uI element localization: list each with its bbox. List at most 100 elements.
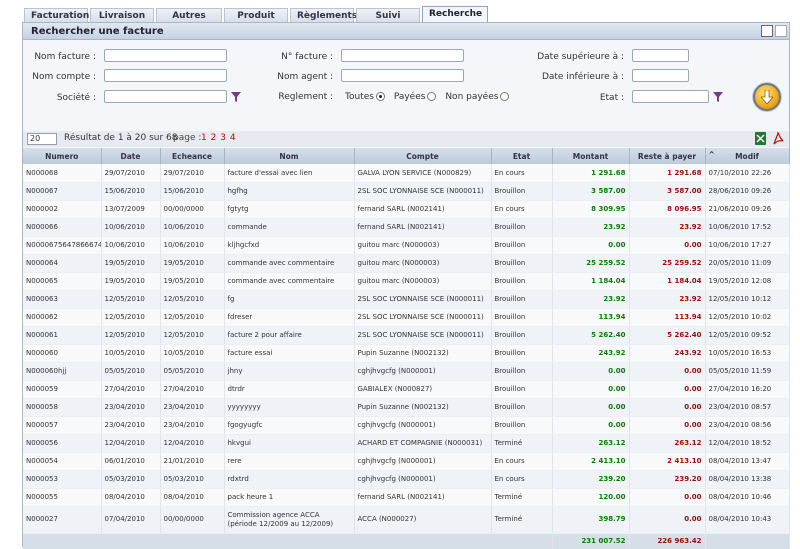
table-row[interactable]: N000056 12/04/2010 12/04/2010 hkvgui ACHARD … — [23, 434, 790, 453]
table-row[interactable]: N000027 07/04/2010 00/00/0000 Commission ag… — [23, 506, 790, 534]
tab-produit[interactable]: Produit — [224, 8, 288, 23]
etat-cell: Brouillon — [491, 236, 553, 255]
compte-cell: ACCA (N000027) — [354, 506, 492, 534]
payees-radio[interactable] — [427, 92, 437, 101]
etat-cell: Brouillon — [491, 254, 553, 273]
nom-facture-input[interactable] — [104, 49, 227, 62]
table-row[interactable]: N000065 19/05/2010 19/05/2010 commande avec… — [23, 272, 790, 291]
non-payees-radio[interactable] — [500, 92, 510, 101]
col-montant[interactable]: Montant — [552, 148, 630, 164]
tab-reglements[interactable]: Règlements — [290, 8, 357, 23]
reste-cell: 1 184.04 — [629, 272, 706, 291]
table-row[interactable]: N000057 23/04/2010 23/04/2010 fgogyugfc cghj… — [23, 416, 790, 435]
echeance-cell: 10/05/2010 — [160, 344, 225, 363]
col-numero[interactable]: Numero — [23, 148, 102, 164]
date-inf-label: Date inférieure à : — [541, 72, 624, 82]
reste-cell: 0.00 — [629, 416, 706, 435]
tab-facturation[interactable]: Facturation — [24, 8, 89, 23]
numero-cell: N000068 — [23, 164, 102, 183]
toutes-radio[interactable] — [375, 92, 385, 101]
numero-cell: N000065 — [23, 272, 102, 291]
col-reste[interactable]: Reste à payer — [629, 148, 706, 164]
nom-compte-label: Nom compte : — [32, 72, 96, 82]
societe-input[interactable] — [104, 90, 227, 103]
page-size-input[interactable]: 20 — [27, 133, 57, 145]
search-go-button[interactable] — [753, 83, 781, 111]
funnel-icon[interactable] — [231, 92, 241, 102]
table-row[interactable]: N000068 29/07/2010 29/07/2010 facture d'ess… — [23, 164, 790, 183]
compte-cell: fernand SARL (N002141) — [354, 218, 492, 237]
col-nom[interactable]: Nom — [224, 148, 355, 164]
tab-livraison[interactable]: Livraison — [90, 8, 154, 23]
table-row[interactable]: N000063 12/05/2010 12/05/2010 fg 2SL SOC LYO… — [23, 290, 790, 309]
num-facture-input[interactable] — [341, 49, 464, 62]
date-sup-input[interactable] — [632, 49, 689, 62]
pdf-icon[interactable] — [773, 132, 784, 145]
restore-icon[interactable] — [761, 25, 773, 37]
nom-cell: fdreser — [224, 308, 355, 327]
table-row[interactable]: N000002 13/07/2009 00/00/0000 fgtytg fernand… — [23, 200, 790, 219]
panel-title-text: Rechercher une facture — [31, 26, 164, 37]
table-row[interactable]: N000067 15/06/2010 15/06/2010 hgfhg 2SL SOC … — [23, 182, 790, 201]
totals-row: 231 007.52 226 963.42 — [23, 533, 790, 549]
table-row[interactable]: N0000675647866674 10/06/2010 10/06/2010 klj… — [23, 236, 790, 255]
montant-cell: 113.94 — [552, 308, 630, 327]
compte-cell: cghjhvgcfg (N000001) — [354, 452, 492, 471]
reste-cell: 243.92 — [629, 344, 706, 363]
table-row[interactable]: N000066 10/06/2010 10/06/2010 commande ferna… — [23, 218, 790, 237]
etat-cell: Terminé — [491, 506, 553, 534]
nom-cell: commande avec commentaire — [224, 272, 355, 291]
reste-cell: 239.20 — [629, 470, 706, 489]
page-link-4[interactable]: 4 — [229, 133, 236, 143]
page-link-1[interactable]: 1 — [201, 133, 207, 143]
table-row[interactable]: N000061 12/05/2010 12/05/2010 facture 2 pou… — [23, 326, 790, 345]
page-link-2[interactable]: 2 — [210, 133, 217, 143]
tab-autres-infos[interactable]: Autres infos — [156, 8, 222, 35]
page-link-3[interactable]: 3 — [220, 133, 226, 143]
col-modif[interactable]: ^ Modif — [705, 148, 790, 164]
col-date[interactable]: Date — [101, 148, 161, 164]
tab-recherche[interactable]: Recherche — [422, 6, 488, 23]
echeance-cell: 10/06/2010 — [160, 218, 225, 237]
funnel-icon[interactable] — [713, 92, 723, 102]
close-icon[interactable] — [775, 25, 787, 37]
col-echeance[interactable]: Echeance — [160, 148, 225, 164]
montant-cell: 1 291.68 — [552, 164, 630, 183]
etat-cell: Brouillon — [491, 182, 553, 201]
date-inf-input[interactable] — [632, 69, 689, 82]
table-row[interactable]: N000053 05/03/2010 05/03/2010 rdxtrd cghjhvg… — [23, 470, 790, 489]
table-row[interactable]: N000054 06/01/2010 21/01/2010 rere cghjhvgcf… — [23, 452, 790, 471]
excel-icon[interactable] — [755, 132, 766, 145]
nom-compte-input[interactable] — [104, 69, 227, 82]
col-etat[interactable]: Etat — [491, 148, 553, 164]
table-row[interactable]: N000062 12/05/2010 12/05/2010 fdreser 2SL SO… — [23, 308, 790, 327]
etat-cell: Brouillon — [491, 380, 553, 399]
montant-cell: 0.00 — [552, 380, 630, 399]
date-cell: 19/05/2010 — [101, 272, 161, 291]
table-row[interactable]: N000058 23/04/2010 23/04/2010 yyyyyyyy Pupin… — [23, 398, 790, 417]
etat-input[interactable] — [632, 90, 709, 103]
reste-cell: 0.00 — [629, 398, 706, 417]
compte-cell: guitou marc (N000003) — [354, 254, 492, 273]
numero-cell: N0000675647866674 — [23, 236, 102, 255]
numero-cell: N000062 — [23, 308, 102, 327]
table-row[interactable]: N000060hjj 05/05/2010 05/05/2010 jhny cghjhv… — [23, 362, 790, 381]
col-compte[interactable]: Compte — [354, 148, 492, 164]
numero-cell: N000063 — [23, 290, 102, 309]
compte-cell: cghjhvgcfg (N000001) — [354, 470, 492, 489]
modif-cell: 23/04/2010 08:56 — [705, 416, 790, 435]
table-row[interactable]: N000059 27/04/2010 27/04/2010 dtrdr GABIALEX… — [23, 380, 790, 399]
montant-cell: 2 413.10 — [552, 452, 630, 471]
nom-cell: jhny — [224, 362, 355, 381]
nom-agent-input[interactable] — [341, 69, 464, 82]
table-row[interactable]: N000064 19/05/2010 19/05/2010 commande avec… — [23, 254, 790, 273]
table-body: N000068 29/07/2010 29/07/2010 facture d'ess… — [23, 164, 790, 534]
tab-suivi[interactable]: Suivi — [356, 8, 420, 23]
reste-cell: 1 291.68 — [629, 164, 706, 183]
montant-cell: 398.79 — [552, 506, 630, 534]
table-row[interactable]: N000060 10/05/2010 10/05/2010 facture essai… — [23, 344, 790, 363]
date-cell: 12/05/2010 — [101, 290, 161, 309]
compte-cell: guitou marc (N000003) — [354, 272, 492, 291]
modif-cell: 21/06/2010 09:26 — [705, 200, 790, 219]
